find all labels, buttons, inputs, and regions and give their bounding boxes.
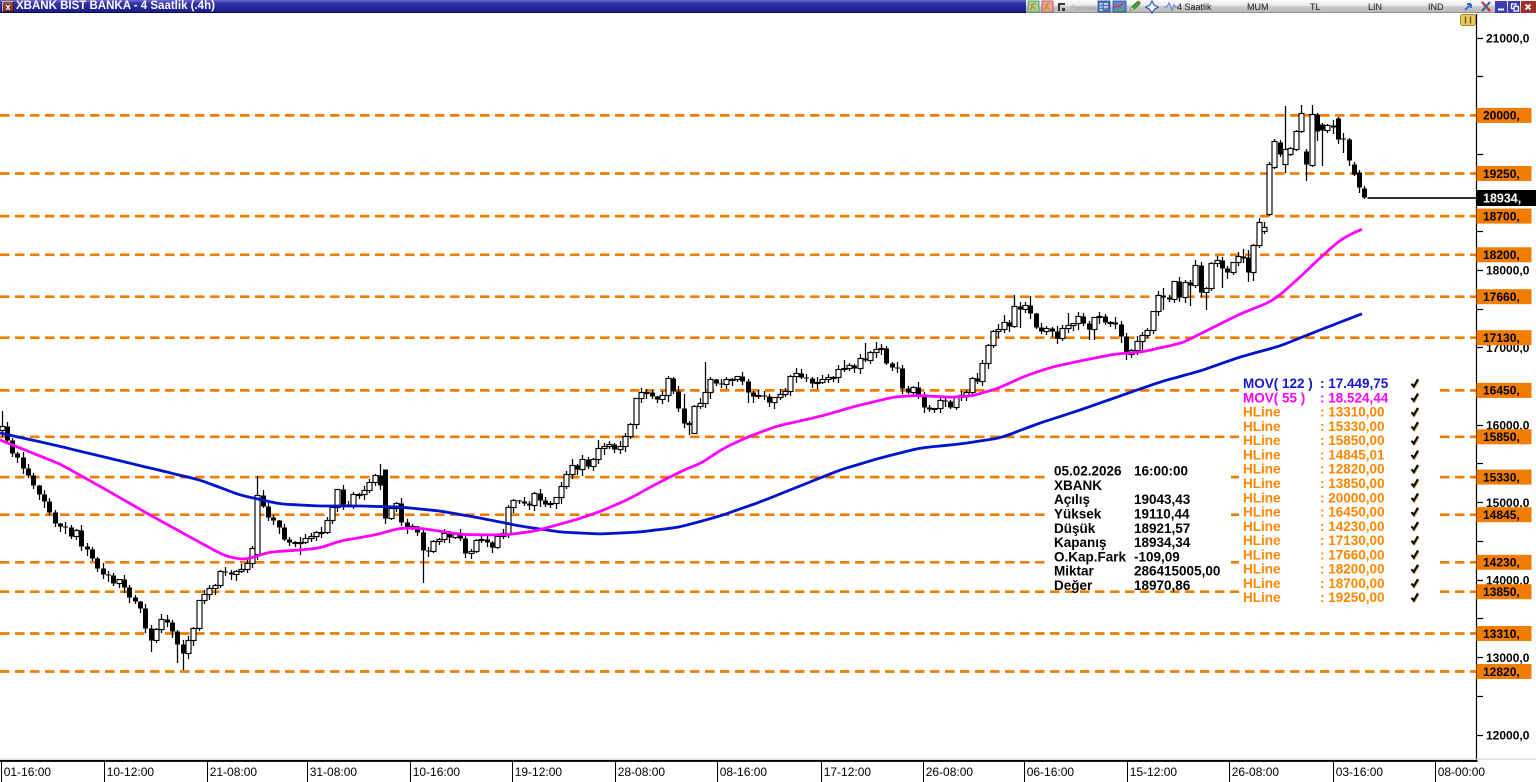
svg-text:Miktar: Miktar [1054, 564, 1095, 579]
svg-text:HLine: HLine [1243, 562, 1281, 577]
svg-text:: 12820,00: : 12820,00 [1320, 462, 1385, 477]
svg-text:: 17.449,75: : 17.449,75 [1320, 376, 1389, 391]
svg-text:15-12:00: 15-12:00 [1130, 765, 1178, 779]
svg-text:19-12:00: 19-12:00 [515, 765, 563, 779]
svg-text:: 18.524,44: : 18.524,44 [1320, 390, 1389, 405]
svg-text:HLine: HLine [1243, 419, 1281, 434]
svg-text:06-16:00: 06-16:00 [1027, 765, 1075, 779]
svg-text:HLine: HLine [1243, 519, 1281, 534]
svg-text:HLine: HLine [1243, 448, 1281, 463]
svg-text:Forinvest: Forinvest [1071, 5, 1096, 12]
svg-text:10-12:00: 10-12:00 [107, 765, 155, 779]
svg-text:HLine: HLine [1243, 505, 1281, 520]
svg-text:: 15330,00: : 15330,00 [1320, 419, 1385, 434]
svg-text:: 18700,00: : 18700,00 [1320, 576, 1385, 591]
svg-text:XBANK: XBANK [1054, 478, 1102, 493]
svg-text:17130,: 17130, [1483, 331, 1520, 345]
svg-text:HLine: HLine [1243, 576, 1281, 591]
svg-text:15850,: 15850, [1483, 430, 1520, 444]
svg-text:08-16:00: 08-16:00 [720, 765, 768, 779]
svg-text:HLine: HLine [1243, 547, 1281, 562]
svg-text:26-08:00: 26-08:00 [926, 765, 974, 779]
svg-text:18934,34: 18934,34 [1134, 535, 1191, 550]
svg-text:: 18200,00: : 18200,00 [1320, 562, 1385, 577]
svg-text:HLine: HLine [1243, 490, 1281, 505]
svg-text:10-16:00: 10-16:00 [413, 765, 461, 779]
svg-text:: 14230,00: : 14230,00 [1320, 519, 1385, 534]
svg-text:O.Kap.Fark: O.Kap.Fark [1054, 549, 1127, 564]
svg-text:15330,: 15330, [1483, 470, 1520, 484]
svg-text:12820,: 12820, [1483, 665, 1520, 679]
svg-text:: 20000,00: : 20000,00 [1320, 490, 1385, 505]
svg-text:: 19250,00: : 19250,00 [1320, 590, 1385, 605]
svg-text:01-16:00: 01-16:00 [4, 765, 52, 779]
svg-text:MOV( 122 ): MOV( 122 ) [1243, 376, 1313, 391]
svg-text:26-08:00: 26-08:00 [1232, 765, 1280, 779]
svg-text:18200,: 18200, [1483, 248, 1520, 262]
svg-text:: 17130,00: : 17130,00 [1320, 533, 1385, 548]
svg-text:: 15850,00: : 15850,00 [1320, 433, 1385, 448]
svg-text:: 13310,00: : 13310,00 [1320, 405, 1385, 420]
svg-text:Değer: Değer [1054, 578, 1093, 593]
svg-text:: 16450,00: : 16450,00 [1320, 505, 1385, 520]
svg-text:17-12:00: 17-12:00 [824, 765, 872, 779]
svg-text:08-00:00: 08-00:00 [1438, 765, 1486, 779]
svg-text:Düşük: Düşük [1054, 521, 1096, 536]
svg-text:03-16:00: 03-16:00 [1336, 765, 1384, 779]
svg-text:16450,: 16450, [1483, 384, 1520, 398]
svg-text:28-08:00: 28-08:00 [618, 765, 666, 779]
svg-text:MOV( 55 ): MOV( 55 ) [1243, 390, 1305, 405]
svg-text:18934,: 18934, [1483, 192, 1521, 206]
svg-text:HLine: HLine [1243, 476, 1281, 491]
svg-text:18700,: 18700, [1483, 209, 1520, 223]
svg-text:14845,: 14845, [1483, 508, 1520, 522]
svg-text:13850,: 13850, [1483, 585, 1520, 599]
svg-text:19043,43: 19043,43 [1134, 492, 1191, 507]
svg-text:18921,57: 18921,57 [1134, 521, 1190, 536]
svg-text:21-08:00: 21-08:00 [210, 765, 258, 779]
svg-text:18000,0: 18000,0 [1486, 264, 1530, 278]
svg-text:13000,0: 13000,0 [1486, 651, 1530, 665]
svg-text:15000,0: 15000,0 [1486, 496, 1530, 510]
svg-text:HLine: HLine [1243, 590, 1281, 605]
svg-text:19110,44: 19110,44 [1134, 507, 1190, 522]
svg-text:16:00:00: 16:00:00 [1134, 464, 1188, 479]
svg-text:-109,09: -109,09 [1134, 549, 1180, 564]
svg-text:: 14845,01: : 14845,01 [1320, 448, 1385, 463]
svg-text:: 17660,00: : 17660,00 [1320, 547, 1385, 562]
svg-text:286415005,00: 286415005,00 [1134, 564, 1220, 579]
svg-text:20000,: 20000, [1483, 109, 1520, 123]
svg-text:12000,0: 12000,0 [1486, 728, 1530, 742]
svg-text:31-08:00: 31-08:00 [310, 765, 358, 779]
svg-text:HLine: HLine [1243, 433, 1281, 448]
svg-text:Kapanış: Kapanış [1054, 535, 1107, 550]
svg-text:HLine: HLine [1243, 405, 1281, 420]
svg-text:18970,86: 18970,86 [1134, 578, 1191, 593]
svg-text:HLine: HLine [1243, 533, 1281, 548]
svg-text:: 13850,00: : 13850,00 [1320, 476, 1385, 491]
svg-text:Yüksek: Yüksek [1054, 507, 1102, 522]
svg-text:14230,: 14230, [1483, 556, 1520, 570]
svg-text:17660,: 17660, [1483, 290, 1520, 304]
svg-text:HLine: HLine [1243, 462, 1281, 477]
svg-text:05.02.2026: 05.02.2026 [1054, 464, 1122, 479]
svg-text:16000,0: 16000,0 [1486, 419, 1530, 433]
svg-text:Açılış: Açılış [1054, 492, 1090, 507]
svg-text:21000,0: 21000,0 [1486, 31, 1530, 45]
svg-text:13310,: 13310, [1483, 627, 1520, 641]
svg-text:19250,: 19250, [1483, 167, 1520, 181]
svg-text:14000,0: 14000,0 [1486, 573, 1530, 587]
